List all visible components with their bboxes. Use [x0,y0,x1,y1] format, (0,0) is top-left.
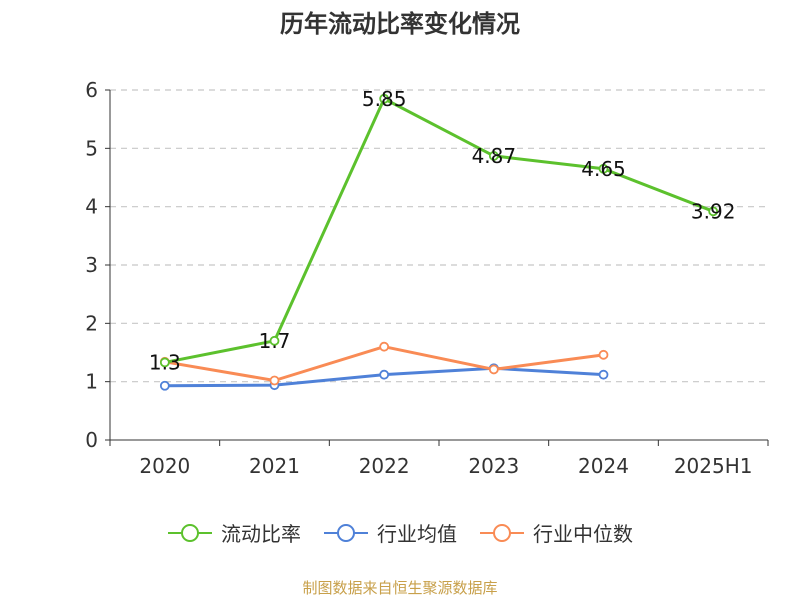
point-industry-avg-2022 [379,369,390,380]
point-ratio-2021 [269,335,280,346]
data-label-ratio-2023: 4.87 [472,144,517,168]
point-ratio-2020 [159,357,170,368]
legend-industry-avg-label: 行业均值 [377,522,457,546]
grid-lines [110,89,768,383]
series-line-ratio [164,97,714,364]
point-ratio-2024 [598,163,609,174]
series-lines [159,93,719,391]
y-tick-label-0: 0 [85,428,98,452]
legend-item-industry-median[interactable]: 行业中位数 [479,518,633,547]
y-tick-label-6: 6 [85,78,98,102]
data-label-ratio-2020: 1.3 [149,350,181,374]
x-tick-label-2020: 2020 [139,454,190,478]
legend: 流动比率 行业均值 行业中位数 [0,518,800,547]
point-ratio-2022 [379,93,390,104]
y-tick-label-5: 5 [85,136,98,160]
y-tick-label-3: 3 [85,253,98,277]
legend-item-ratio[interactable]: 流动比率 [167,518,301,547]
point-industry-median-2021 [269,375,280,386]
point-industry-avg-2024 [598,369,609,380]
legend-item-industry-avg[interactable]: 行业均值 [323,518,457,547]
point-ratio-2025H1 [708,206,719,217]
x-tick-label-2025H1: 2025H1 [674,454,753,478]
y-tick-label-4: 4 [85,195,98,219]
source-note: 制图数据来自恒生聚源数据库 [302,579,498,597]
x-tick-label-2021: 2021 [249,454,300,478]
data-labels: 1.3 1.7 5.85 4.87 4.65 3.92 [149,87,736,375]
x-tick-label-2023: 2023 [468,454,519,478]
axes: 0 1 2 3 4 5 6 2020 2021 2022 2023 2024 2025H1 [85,78,769,478]
data-label-ratio-2024: 4.65 [581,157,626,181]
legend-ratio-icon [168,523,212,542]
chart-title: 历年流动比率变化情况 [280,10,520,38]
point-ratio-2023 [488,151,499,161]
point-industry-median-2024 [598,349,609,360]
legend-ratio-label: 流动比率 [221,522,301,546]
data-label-ratio-2021: 1.7 [259,329,291,353]
point-industry-avg-2020 [159,380,170,391]
x-tick-label-2022: 2022 [359,454,410,478]
y-tick-label-1: 1 [85,370,98,394]
point-industry-median-2023 [488,364,499,375]
data-label-ratio-2025H1: 3.92 [691,199,736,223]
legend-industry-avg-icon [324,523,368,542]
legend-industry-median-icon [480,523,524,542]
point-industry-median-2022 [379,341,390,352]
data-label-ratio-2022: 5.85 [362,87,407,111]
y-tick-label-2: 2 [85,311,98,335]
legend-industry-median-label: 行业中位数 [533,522,633,546]
x-tick-label-2024: 2024 [578,454,629,478]
